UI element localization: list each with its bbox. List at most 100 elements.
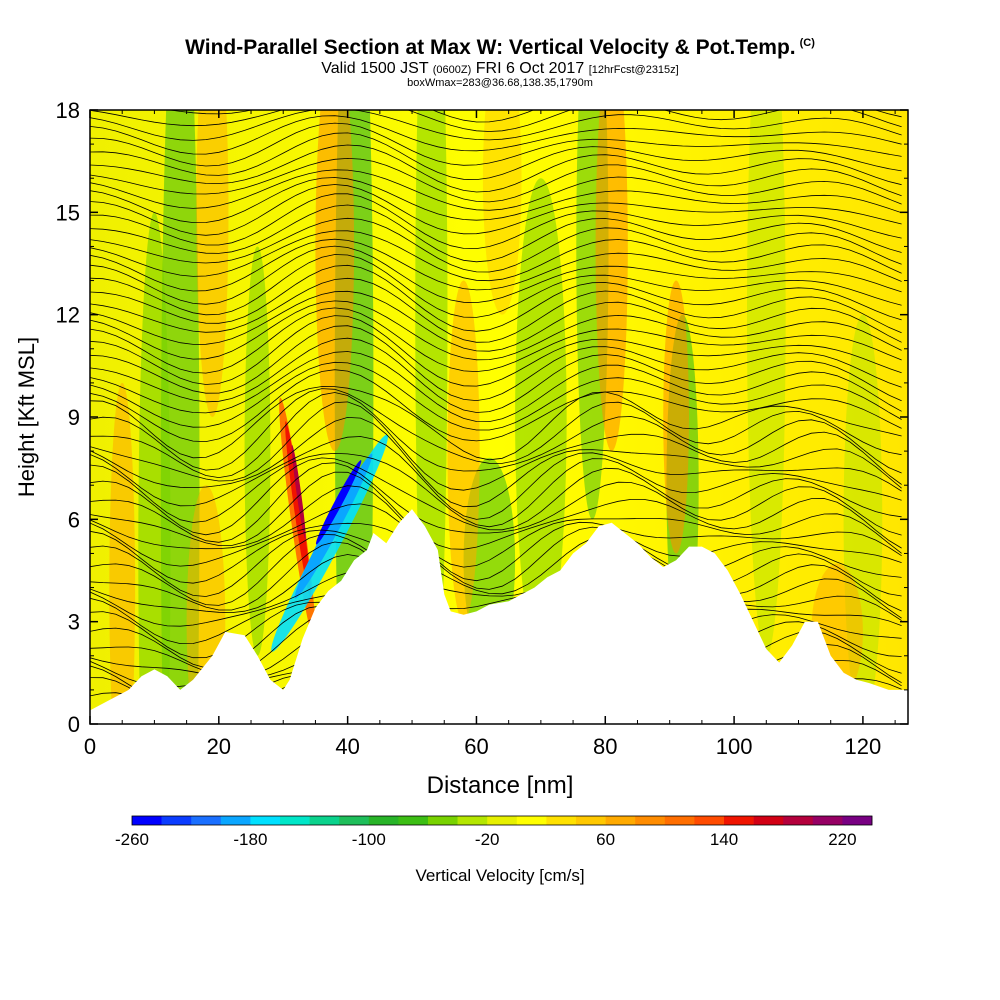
- theta-contour: [90, 238, 902, 292]
- colorbar-swatch: [546, 816, 577, 825]
- velocity-cell: [138, 212, 171, 724]
- theta-contour: [90, 436, 902, 520]
- theta-contour: [90, 290, 902, 352]
- x-tick-label: 120: [845, 734, 882, 759]
- copyright-mark: (C): [799, 37, 815, 49]
- theta-contour: [90, 157, 902, 203]
- theta-contour: [90, 110, 902, 141]
- x-tick-label: 100: [716, 734, 753, 759]
- theta-contour: [90, 369, 902, 443]
- colorbar-tick-label: -260: [115, 830, 149, 849]
- y-tick-label: 12: [56, 303, 80, 328]
- theta-contour: [90, 457, 902, 536]
- theta-contour: [90, 122, 902, 167]
- theta-contour: [90, 307, 902, 374]
- y-tick-label: 3: [68, 610, 80, 635]
- theta-contour: [90, 529, 902, 597]
- theta-contour: [90, 485, 902, 568]
- theta-contour: [90, 315, 902, 387]
- colorbar-swatch: [694, 816, 725, 825]
- theta-contour: [90, 277, 902, 343]
- theta-contour: [90, 204, 902, 263]
- theta-contour: [90, 386, 902, 461]
- theta-contour: [90, 351, 902, 423]
- velocity-core: [294, 453, 373, 599]
- colorbar: -260 -180 -100 -20 60 140 220: [115, 815, 873, 849]
- colorbar-tick-label: -180: [233, 830, 267, 849]
- theta-contour: [90, 264, 902, 332]
- colorbar-swatch: [783, 816, 814, 825]
- theta-contour: [90, 217, 902, 273]
- theta-contour: [90, 503, 902, 582]
- velocity-cell: [109, 382, 136, 724]
- colorbar-swatch: [191, 816, 222, 825]
- theta-contour: [90, 184, 902, 236]
- x-tick-label: 80: [593, 734, 617, 759]
- theta-contour: [90, 541, 902, 612]
- theta-contour: [90, 452, 902, 528]
- colorbar-swatch: [220, 816, 251, 825]
- colorbar-swatch: [487, 816, 518, 825]
- velocity-cell: [244, 246, 271, 656]
- colorbar-swatch: [339, 816, 370, 825]
- theta-contour: [90, 115, 902, 155]
- colorbar-tick-label: 220: [828, 830, 856, 849]
- colorbar-swatch: [398, 816, 429, 825]
- theta-contour: [90, 416, 902, 508]
- theta-contour: [90, 337, 902, 413]
- velocity-cell: [663, 280, 690, 554]
- colorbar-tick-label: 60: [596, 830, 615, 849]
- x-tick-label: 20: [207, 734, 231, 759]
- colorbar-swatch: [250, 816, 281, 825]
- colorbar-swatch: [664, 816, 695, 825]
- theta-contour: [90, 177, 902, 224]
- velocity-cell: [315, 110, 355, 452]
- theta-contour: [90, 169, 902, 211]
- theta-contour: [90, 471, 902, 550]
- plot-area: [89, 109, 909, 725]
- x-tick-label: 0: [84, 734, 96, 759]
- colorbar-tick-label: 140: [710, 830, 738, 849]
- y-tick-label: 15: [56, 200, 80, 225]
- colorbar-swatch: [428, 816, 458, 825]
- theta-contour: [90, 533, 902, 606]
- theta-contour: [167, 110, 902, 123]
- colorbar-swatch: [724, 816, 754, 825]
- velocity-core: [285, 421, 311, 597]
- theta-contour: [90, 361, 902, 431]
- colorbar-swatch: [280, 816, 310, 825]
- colorbar-swatch: [516, 816, 547, 825]
- y-tick-label: 18: [56, 98, 80, 123]
- colorbar-frame: [131, 815, 873, 826]
- theta-contour: [90, 392, 902, 479]
- theta-contour: [90, 300, 902, 361]
- x-axis-label: Distance [nm]: [427, 772, 574, 799]
- colorbar-swatch: [457, 816, 488, 825]
- colorbar-swatch: [635, 816, 666, 825]
- colorbar-swatch: [842, 816, 873, 825]
- theta-contour: [90, 230, 902, 282]
- velocity-core: [315, 460, 362, 545]
- theta-contour: [90, 325, 902, 402]
- y-tick-label: 6: [68, 507, 80, 532]
- colorbar-swatch: [368, 816, 399, 825]
- velocity-core: [291, 444, 306, 540]
- colorbar-label: Vertical Velocity [cm/s]: [415, 866, 584, 885]
- x-tick-label: 40: [335, 734, 359, 759]
- theta-contour: [90, 522, 902, 590]
- y-axis-label: Height [Kft MSL]: [14, 337, 39, 497]
- y-tick-label: 9: [68, 405, 80, 430]
- theta-contour: [90, 401, 902, 491]
- colorbar-swatch: [161, 816, 192, 825]
- x-tick-label: 60: [464, 734, 488, 759]
- chart-box-info: boxWmax=283@36.68,138.35,1790m: [407, 77, 593, 89]
- theta-contour: [90, 193, 902, 250]
- velocity-cell: [482, 110, 522, 315]
- colorbar-swatch: [605, 816, 636, 825]
- chart-subtitle: Valid 1500 JST (0600Z) FRI 6 Oct 2017 [1…: [321, 60, 679, 77]
- theta-contour: [90, 388, 902, 471]
- colorbar-tick-label: -100: [352, 830, 386, 849]
- velocity-cell: [595, 110, 628, 452]
- colorbar-swatch: [309, 816, 340, 825]
